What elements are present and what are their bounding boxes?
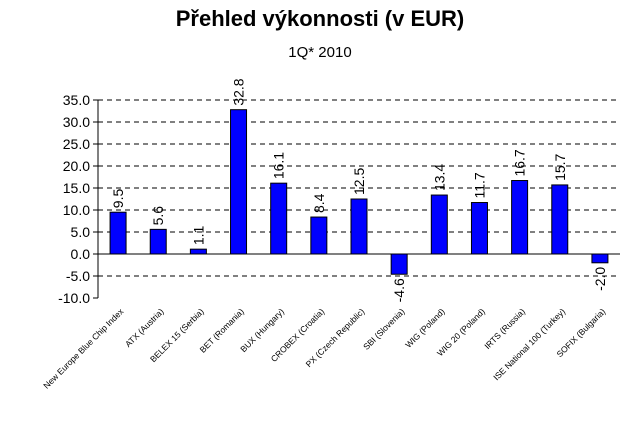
data-label: 5.6 [150, 206, 166, 226]
y-tick-label: 10.0 [63, 202, 90, 218]
x-category-label: ISE National 100 (Turkey) [491, 306, 567, 382]
x-category-label: ATX (Austria) [123, 306, 166, 349]
bar [230, 109, 248, 255]
x-category-label: WIG (Poland) [403, 306, 447, 350]
bar [470, 202, 488, 255]
x-category-label: New Europe Blue Chip Index [41, 306, 126, 391]
data-label: 1.1 [190, 225, 206, 245]
data-label: 9.5 [110, 189, 126, 209]
x-category-label: SBI (Slovenia) [361, 306, 407, 352]
bar [350, 198, 368, 255]
data-label: 16.1 [271, 152, 287, 179]
y-tick-label: 35.0 [63, 92, 90, 108]
data-label: 16.7 [512, 149, 528, 176]
chart-subtitle: 1Q* 2010 [288, 44, 352, 61]
y-tick-label: 20.0 [63, 158, 90, 174]
bar [270, 182, 288, 255]
y-tick-label: 5.0 [71, 224, 91, 240]
x-category-label: IRTS (Russia) [482, 306, 527, 351]
chart-title: Přehled výkonnosti (v EUR) [175, 6, 465, 31]
data-label: -4.6 [391, 278, 407, 302]
data-label: 8.4 [311, 193, 327, 213]
data-label: 12.5 [351, 168, 367, 195]
bar [591, 253, 609, 264]
y-tick-label: -10.0 [58, 290, 90, 306]
bar [310, 216, 328, 255]
y-tick-label: -5.0 [66, 268, 90, 284]
y-tick-label: 25.0 [63, 136, 90, 152]
bar [189, 248, 207, 255]
data-label: 15.7 [552, 153, 568, 180]
bar [430, 194, 448, 255]
data-label: 32.8 [231, 78, 247, 105]
bar [149, 228, 167, 255]
y-tick-label: 15.0 [63, 180, 90, 196]
data-label: -2.0 [592, 267, 608, 291]
bar [551, 184, 569, 255]
bar [109, 211, 127, 255]
y-tick-label: 0.0 [71, 246, 91, 262]
bar [511, 180, 529, 255]
y-tick-label: 30.0 [63, 114, 90, 130]
data-label: 11.7 [471, 172, 487, 198]
data-label: 13.4 [431, 164, 447, 191]
bar [390, 253, 408, 275]
